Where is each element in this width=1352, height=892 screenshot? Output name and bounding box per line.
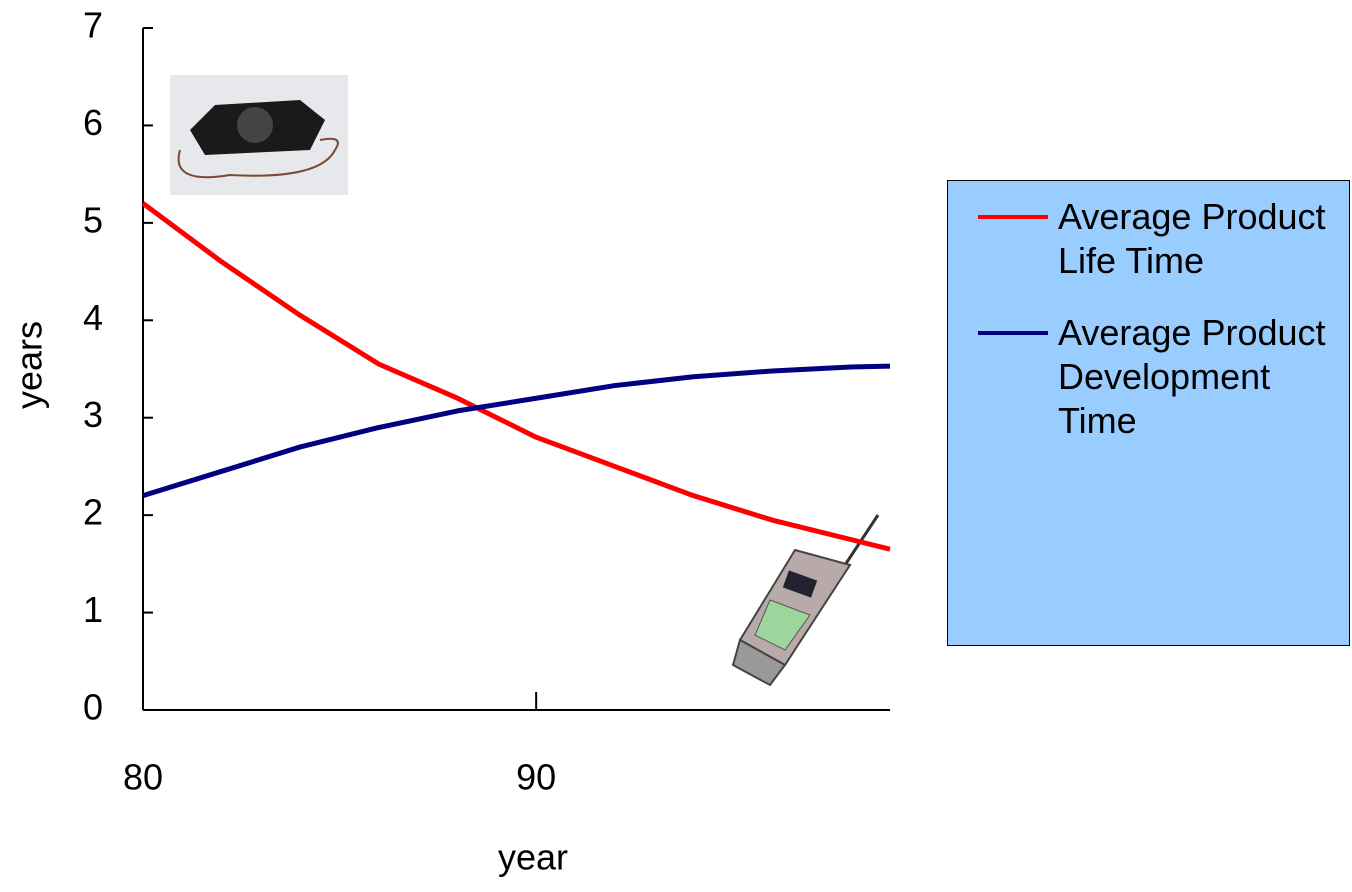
y-tick-label: 7	[83, 5, 103, 46]
y-tick-label: 1	[83, 589, 103, 630]
legend-item: Average Product Development Time	[948, 311, 1349, 443]
y-tick-label: 4	[83, 297, 103, 338]
legend-swatch	[978, 215, 1048, 219]
page: year years 0 1 2 3 4 5 6 7 80 90 Average Product …	[0, 0, 1352, 892]
x-axis-title: year	[498, 837, 568, 878]
y-tick-label: 3	[83, 394, 103, 435]
y-axis-title: years	[9, 321, 50, 409]
y-tick-label: 6	[83, 102, 103, 143]
legend-label: Average Product Life Time	[1058, 195, 1328, 283]
y-tick-label: 5	[83, 199, 103, 240]
legend-item: Average Product Life Time	[948, 195, 1349, 283]
series-line	[143, 203, 890, 549]
x-tick-label: 90	[516, 757, 556, 798]
telephone-image	[170, 75, 348, 195]
y-tick-label: 0	[83, 687, 103, 728]
x-tick-label: 80	[123, 757, 163, 798]
series-line	[143, 366, 890, 496]
y-tick-label: 2	[83, 492, 103, 533]
legend: Average Product Life Time Average Product…	[947, 180, 1350, 646]
legend-label: Average Product Development Time	[1058, 311, 1328, 443]
legend-swatch	[978, 331, 1048, 335]
